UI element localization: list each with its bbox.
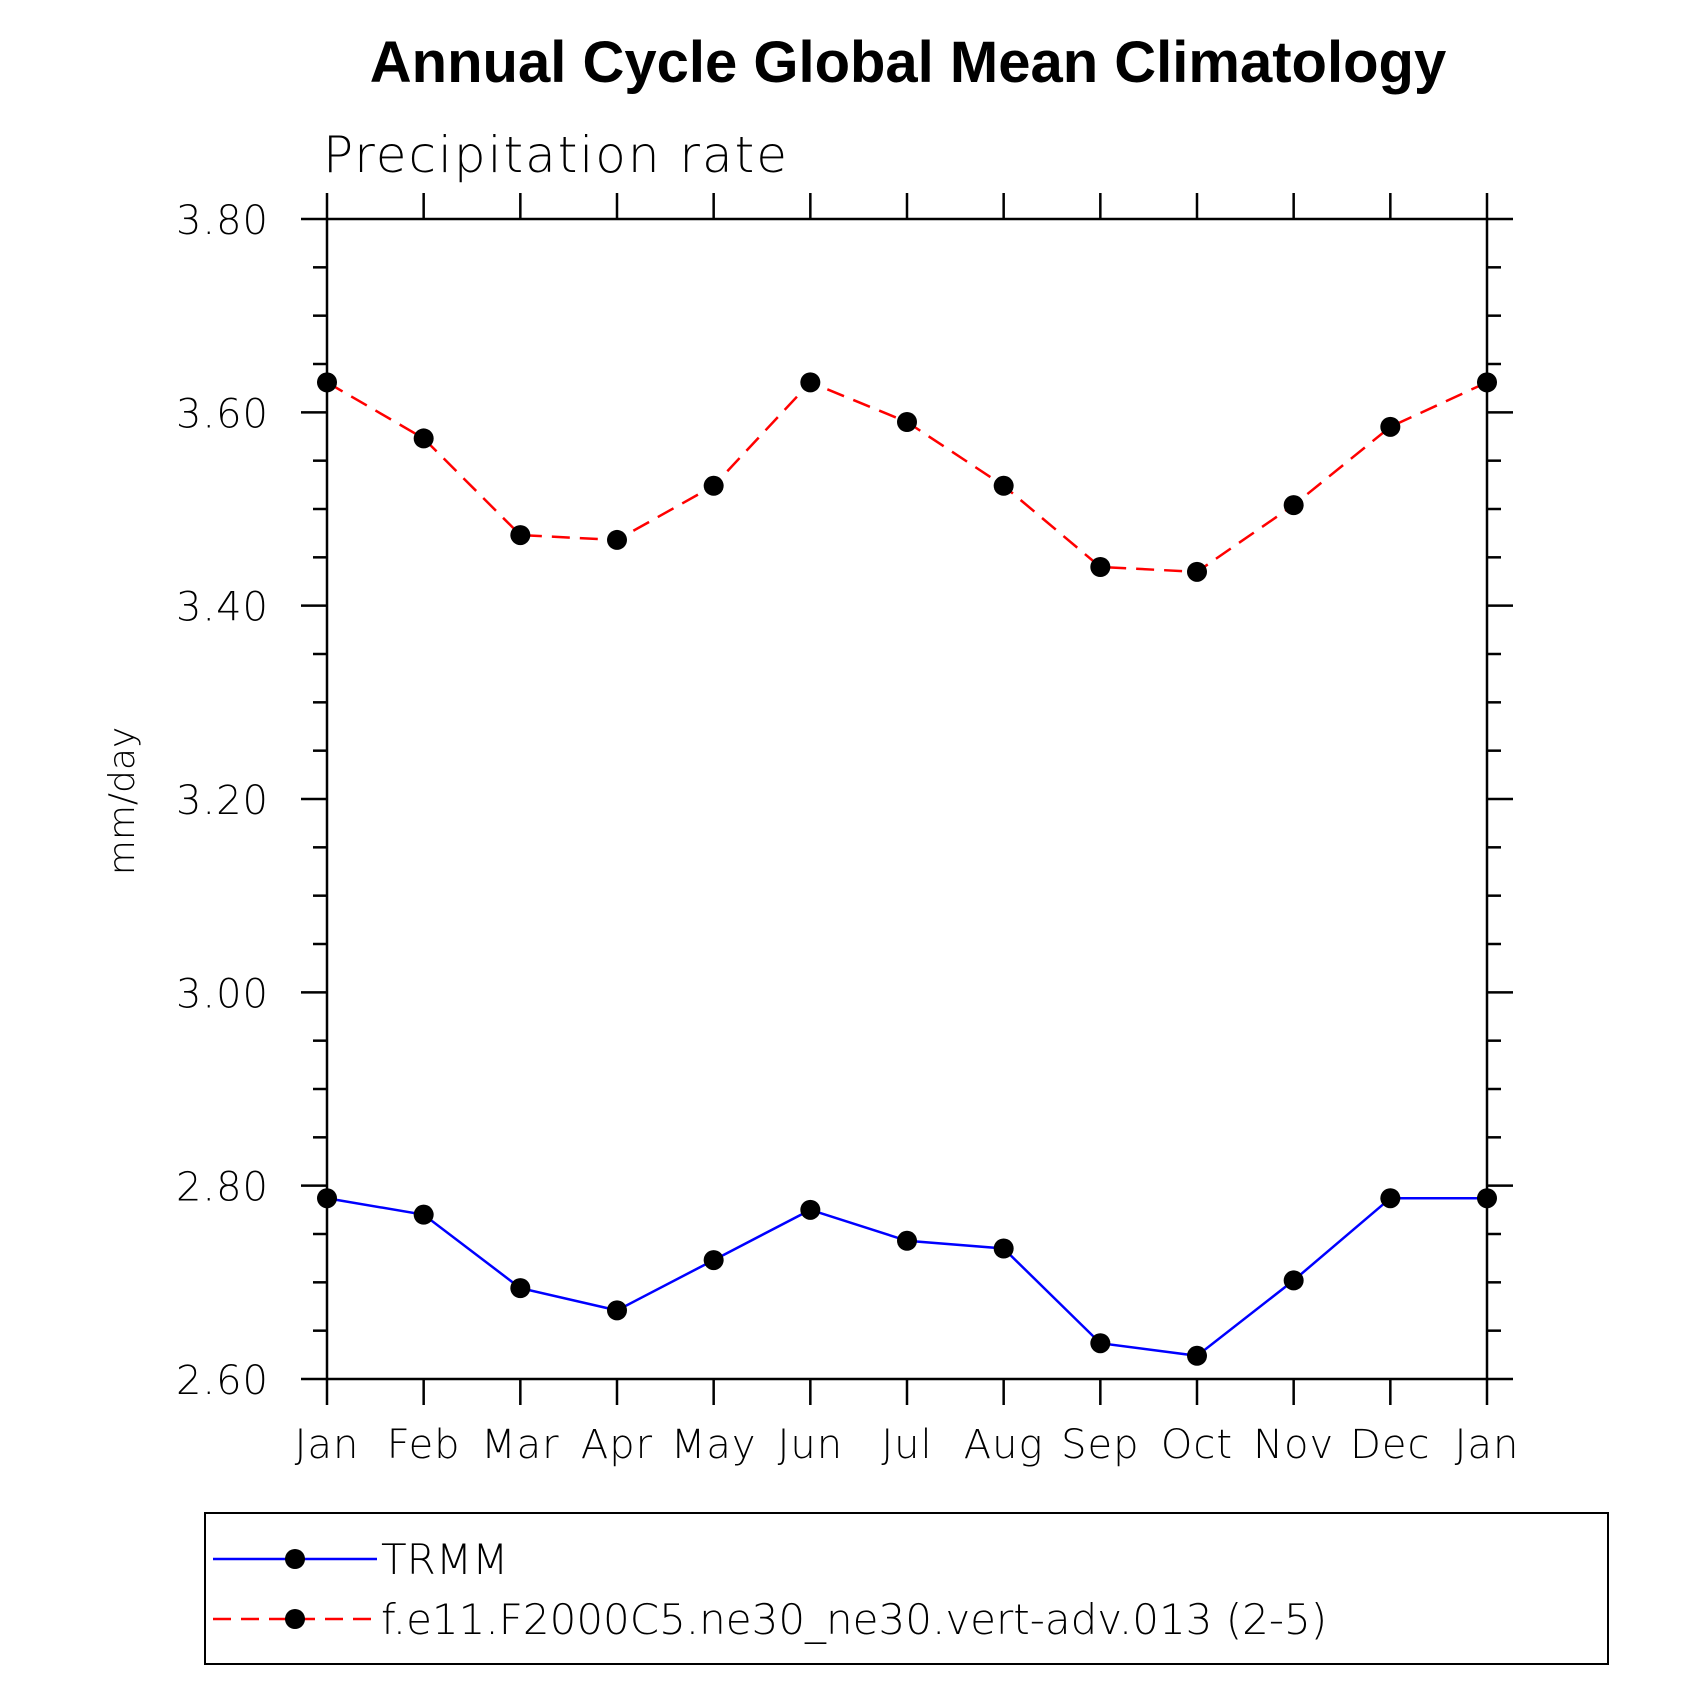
data-point	[413, 428, 434, 449]
legend-item: f.e11.F2000C5.ne30_ne30.vert-adv.013 (2-…	[213, 1595, 1327, 1644]
data-point	[703, 1250, 724, 1271]
data-point	[317, 1188, 337, 1209]
y-axis: 2.60 2.80 3.00 3.20 3.40 3.60 3.80	[176, 198, 1513, 1404]
series-2	[317, 372, 1497, 582]
data-point	[800, 372, 821, 393]
x-tick-label: Mar	[481, 1422, 559, 1468]
x-axis: Jan Feb Mar Apr May Jun Jul Aug Sep Oct Nov Dec Jan	[295, 193, 1520, 1468]
data-point	[993, 475, 1014, 496]
series-line	[326, 380, 1488, 574]
x-tick-label: May	[671, 1422, 757, 1468]
plot-border	[325, 217, 1489, 1381]
x-tick-label: Nov	[1253, 1422, 1334, 1468]
data-point	[1380, 1188, 1401, 1209]
data-point	[607, 1300, 627, 1321]
data-point	[317, 372, 337, 393]
data-point	[1380, 416, 1401, 437]
legend-marker	[285, 1609, 305, 1629]
data-point	[1187, 561, 1207, 582]
x-tick-label: Oct	[1161, 1422, 1233, 1468]
x-tick-label: Jul	[881, 1422, 932, 1468]
data-point	[1477, 1188, 1497, 1209]
x-tick-label: Apr	[581, 1422, 653, 1468]
y-tick-label: 3.60	[176, 391, 269, 437]
x-tick-label: Jun	[778, 1422, 844, 1468]
x-tick-label: Jan	[1455, 1422, 1520, 1468]
y-tick-label: 3.00	[176, 971, 269, 1017]
data-point	[1090, 557, 1111, 577]
legend-label: f.e11.F2000C5.ne30_ne30.vert-adv.013 (2-…	[381, 1595, 1327, 1644]
data-point	[703, 475, 724, 496]
y-tick-label: 3.20	[176, 778, 269, 824]
series-1	[317, 1188, 1497, 1366]
data-point	[800, 1199, 821, 1220]
y-tick-label: 3.40	[176, 585, 269, 631]
data-point	[1283, 1270, 1304, 1291]
data-point	[510, 525, 531, 546]
x-tick-label: Jan	[295, 1422, 360, 1468]
data-point	[993, 1238, 1014, 1259]
series-line	[326, 1196, 1487, 1358]
data-point	[1477, 372, 1497, 393]
data-point	[510, 1278, 531, 1299]
x-tick-label: Dec	[1350, 1422, 1430, 1468]
data-point	[413, 1204, 434, 1225]
data-point	[897, 412, 917, 432]
legend-box	[204, 1512, 1609, 1665]
x-tick-label: Aug	[964, 1422, 1044, 1468]
data-point	[1090, 1333, 1111, 1354]
x-tick-label: Feb	[387, 1422, 461, 1468]
y-tick-label: 3.80	[176, 198, 269, 244]
data-point	[607, 529, 627, 550]
chart-title: Annual Cycle Global Mean Climatology	[370, 30, 1446, 95]
plot-frame	[325, 217, 1489, 1381]
legend-item: TRMM	[213, 1535, 508, 1584]
data-point	[1187, 1345, 1207, 1366]
y-tick-label: 2.60	[176, 1358, 269, 1404]
chart-subtitle: Precipitation rate	[323, 126, 789, 184]
x-tick-label: Sep	[1061, 1422, 1139, 1468]
data-point	[1283, 495, 1304, 516]
legend-marker	[285, 1549, 305, 1569]
y-axis-label: mm/day	[102, 727, 143, 875]
series-layer	[317, 372, 1497, 1366]
y-tick-label: 2.80	[176, 1165, 269, 1211]
data-point	[897, 1230, 917, 1251]
legend: TRMM f.e11.F2000C5.ne30_ne30.vert-adv.013…	[204, 1512, 1609, 1665]
legend-label: TRMM	[381, 1535, 508, 1584]
